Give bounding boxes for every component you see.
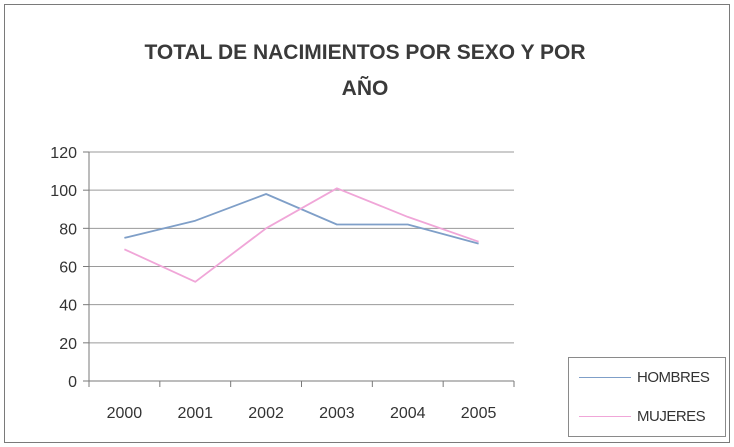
x-tick-label: 2000 — [107, 405, 143, 422]
y-tick-label: 20 — [59, 336, 77, 353]
chart-title-line-1: TOTAL DE NACIMIENTOS POR SEXO Y POR — [144, 41, 586, 64]
x-tick-label: 2005 — [461, 405, 497, 422]
y-tick-label: 100 — [50, 183, 77, 200]
legend-item-hombres: HOMBRES — [569, 367, 725, 387]
legend-item-mujeres: MUJERES — [569, 406, 725, 426]
y-tick-label: 60 — [59, 260, 77, 277]
x-tick-label: 2002 — [248, 405, 284, 422]
legend-label-mujeres: MUJERES — [637, 407, 706, 425]
legend-swatch-hombres — [579, 376, 631, 378]
legend-label-hombres: HOMBRES — [637, 368, 710, 386]
series-line-hombres — [124, 193, 479, 245]
legend-swatch-mujeres — [579, 415, 631, 417]
x-tick-label: 2004 — [390, 405, 426, 422]
legend: HOMBRES MUJERES — [568, 357, 726, 437]
series-line-mujeres — [124, 187, 479, 283]
x-tick-label: 2001 — [177, 405, 213, 422]
x-tick-label: 2003 — [319, 405, 355, 422]
chart-area: TOTAL DE NACIMIENTOS POR SEXO Y POR AÑO — [4, 4, 730, 443]
y-tick-label: 40 — [59, 298, 77, 315]
chart-title: TOTAL DE NACIMIENTOS POR SEXO Y POR AÑO — [65, 35, 665, 107]
y-tick-label: 0 — [68, 374, 77, 391]
y-tick-label: 120 — [50, 145, 77, 162]
y-tick-label: 80 — [59, 221, 77, 238]
chart-title-line-2: AÑO — [341, 77, 389, 100]
